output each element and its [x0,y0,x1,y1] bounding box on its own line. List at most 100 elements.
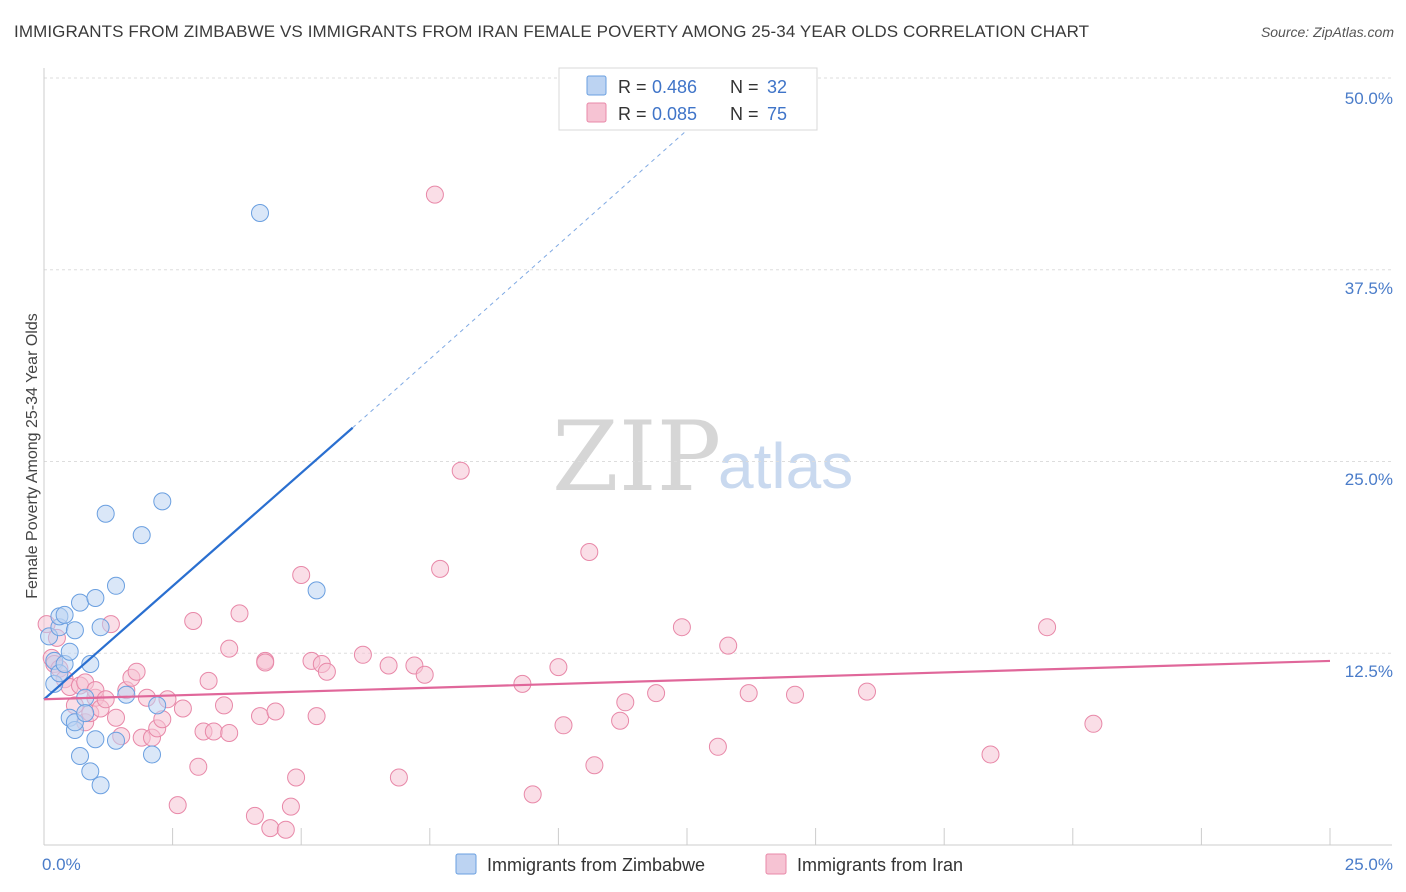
iran-point-75 [858,682,876,701]
iran-point-31 [189,757,208,776]
zimbabwe-point-21 [91,618,110,637]
iran-point-65 [580,543,599,561]
zimbabwe-point-14 [71,593,89,612]
iran-point-57 [415,665,434,684]
iran-point-69 [647,684,666,703]
trend-iran [43,659,1331,701]
legend-n-value-2: 75 [767,104,787,124]
iran-point-70 [672,618,691,637]
zimbabwe-point-31 [251,204,269,222]
zimbabwe-point-30 [153,492,172,511]
zimbabwe-point-29 [148,696,167,715]
iran-point-66 [585,756,604,775]
iran-point-40 [251,707,269,726]
iran-point-60 [451,461,470,480]
iran-point-33 [199,671,218,690]
iran-point-53 [353,645,372,664]
legend-r-value-1: 0.486 [652,77,697,97]
zimbabwe-point-28 [143,745,161,764]
watermark-atlas: atlas [718,430,853,502]
zimbabwe-point-10 [65,621,84,640]
iran-point-30 [184,612,203,630]
y-axis-label: Female Poverty Among 25-34 Year Olds [24,313,41,599]
iran-point-54 [379,656,398,675]
iran-point-52 [317,662,336,681]
iran-point-15 [96,690,115,709]
x-tick-label-min: 0.0% [42,855,81,874]
iran-point-28 [168,796,187,815]
zimbabwe-point-32 [307,581,326,600]
x-tick-label-max: 25.0% [1345,855,1393,874]
legend-r-value-2: 0.085 [652,104,697,124]
y-tick-label-37-5: 37.5% [1345,279,1393,298]
zimbabwe-point-13 [71,747,89,765]
bottom-legend-swatch-iran [765,853,787,875]
iran-point-76 [981,745,1000,764]
legend-n-label-1: N = [730,77,759,97]
legend-swatch-zimbabwe [586,75,607,96]
bottom-legend-swatch-zimbabwe [455,853,477,875]
iran-point-63 [549,658,568,677]
legend-n-value-1: 32 [767,77,787,97]
zimbabwe-point-24 [107,576,125,595]
correlation-legend: R = 0.486 N = 32 R = 0.085 N = 75 [558,67,818,131]
iran-point-29 [173,699,192,718]
bottom-legend-label-zimbabwe: Immigrants from Zimbabwe [487,855,705,875]
iran-point-42 [256,653,275,672]
zimbabwe-point-27 [132,526,151,545]
y-tick-label-12-5: 12.5% [1345,662,1393,681]
zimbabwe-point-18 [81,655,100,673]
legend-r-label-2: R = [618,104,647,124]
iran-point-58 [425,185,444,204]
zimbabwe-point-6 [55,605,74,624]
x-tick-marks [43,828,1331,845]
watermark-zip: ZIP [552,401,721,513]
zimbabwe-point-17 [81,762,100,781]
iran-point-47 [287,768,306,787]
zimbabwe-point-26 [117,685,136,704]
iran-point-74 [786,685,804,704]
iran-point-21 [127,662,146,681]
y-tick-labels: 12.5% 25.0% 37.5% 50.0% [1345,89,1393,681]
chart-title: IMMIGRANTS FROM ZIMBABWE VS IMMIGRANTS F… [14,22,1090,41]
iran-point-35 [215,696,233,715]
iran-point-38 [230,604,249,623]
iran-point-17 [107,708,125,727]
zimbabwe-point-23 [96,504,115,523]
trend-lines [43,129,1331,701]
iran-point-39 [245,806,264,825]
iran-point-50 [307,707,326,726]
legend-n-label-2: N = [730,104,759,124]
iran-point-55 [389,768,408,787]
zimbabwe-point-16 [76,704,95,723]
zimbabwe-point-19 [86,589,105,607]
iran-point-46 [281,797,300,816]
iran-point-59 [431,559,450,578]
iran-point-71 [708,737,727,756]
iran-point-68 [616,693,635,712]
iran-point-72 [719,636,738,655]
y-tick-label-25: 25.0% [1345,470,1393,489]
gridlines [44,77,1392,654]
y-tick-label-50: 50.0% [1345,89,1393,108]
iran-point-73 [739,684,758,703]
series-legend: Immigrants from Zimbabwe Immigrants from… [455,853,963,875]
zimbabwe-point-8 [60,642,79,661]
iran-point-36 [220,639,239,658]
source-credit: Source: ZipAtlas.com [1260,24,1394,40]
iran-point-48 [292,566,311,584]
iran-point-43 [261,819,280,838]
trend-zimbabwe-extension [352,129,688,429]
iran-point-78 [1084,714,1103,733]
legend-r-label-1: R = [618,77,647,97]
iran-point-44 [266,702,285,721]
legend-swatch-iran [586,102,607,123]
iran-point-37 [220,724,239,742]
iran-point-64 [554,716,573,735]
iran-point-34 [204,722,223,741]
iran-point-62 [523,785,542,804]
iran-point-67 [611,711,630,730]
trend-zimbabwe [43,426,354,701]
iran-point-45 [276,820,295,839]
